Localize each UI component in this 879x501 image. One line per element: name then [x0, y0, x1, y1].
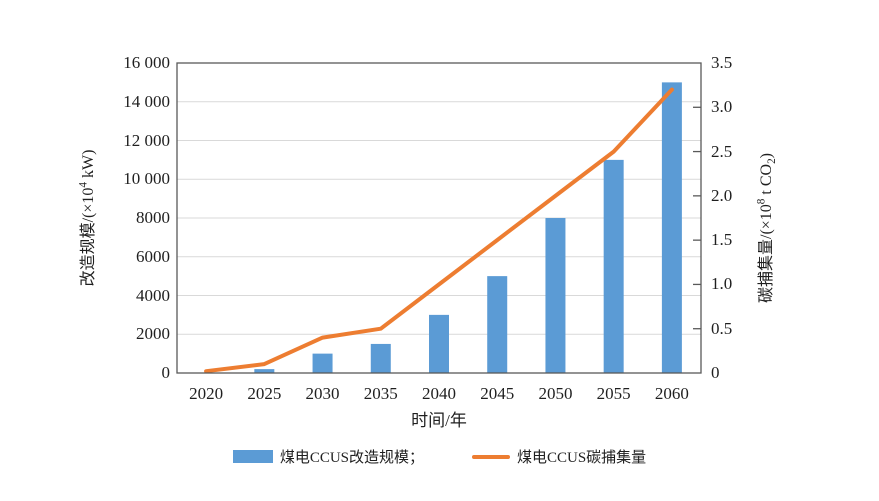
right-axis-title-unit: t CO	[757, 163, 775, 199]
bar-2045	[487, 276, 508, 373]
right-axis-title: 碳捕集量/(×108 t CO2)	[752, 153, 779, 303]
x-tick-label-2060: 2060	[654, 384, 689, 403]
legend-item-carbon-capture: 煤电CCUS碳捕集量	[472, 446, 646, 467]
bar-2060	[661, 82, 682, 373]
bar-2025	[254, 369, 275, 373]
right-axis-title-sup: 8	[755, 198, 768, 205]
legend-line-swatch	[472, 454, 510, 459]
left-tick-label-10000: 10 000	[123, 169, 170, 189]
x-tick-label-2020: 2020	[189, 384, 224, 403]
plot-area	[176, 62, 702, 374]
left-axis-title-text: 改造规模/(×10	[80, 187, 97, 287]
legend-bar-swatch	[232, 450, 273, 463]
right-tick-label-2.5: 2.5	[711, 141, 733, 161]
plot-frame	[176, 62, 702, 374]
left-tick-label-14000: 14 000	[123, 91, 170, 111]
right-tick-label-1.0: 1.0	[711, 274, 733, 294]
left-tick-label-4000: 4000	[136, 285, 170, 305]
right-axis-title-sub: 2	[766, 158, 779, 164]
bar-2040	[429, 314, 449, 373]
legend-item-retrofit-scale: 煤电CCUS改造规模；	[232, 446, 424, 467]
x-tick-label-2035: 2035	[363, 384, 398, 403]
right-tick-label-2.0: 2.0	[711, 185, 733, 205]
carbon-capture-line	[204, 87, 674, 374]
right-tick-label-0: 0	[711, 363, 720, 382]
bar-2035	[370, 343, 391, 373]
right-axis-title-text: 碳捕集量/(×10	[757, 204, 775, 303]
legend-label-retrofit-scale: 煤电CCUS改造规模；	[279, 450, 424, 466]
bar-2030	[312, 353, 333, 373]
right-axis-title-close: )	[757, 153, 775, 159]
bar-2050	[545, 218, 566, 373]
left-tick-label-2000: 2000	[136, 324, 170, 344]
x-tick-label-2045: 2045	[480, 384, 515, 403]
x-tick-label-2040: 2040	[422, 384, 456, 403]
right-tick-label-1.5: 1.5	[711, 230, 733, 250]
right-tick-label-0.5: 0.5	[711, 318, 733, 338]
right-tick-label-3.0: 3.0	[711, 97, 733, 117]
bar-2055	[603, 159, 624, 373]
left-tick-label-0: 0	[161, 363, 171, 382]
legend: 煤电CCUS改造规模； 煤电CCUS碳捕集量	[0, 446, 879, 467]
x-tick-label-2055: 2055	[596, 384, 631, 403]
left-tick-label-6000: 6000	[136, 246, 170, 266]
x-tick-label-2030: 2030	[305, 384, 340, 403]
x-axis-title: 时间/年	[411, 411, 467, 430]
legend-label-carbon-capture: 煤电CCUS碳捕集量	[517, 450, 647, 466]
left-tick-label-8000: 8000	[136, 208, 170, 227]
plot-svg	[176, 62, 702, 374]
x-tick-label-2025: 2025	[247, 384, 282, 403]
left-tick-label-16000: 16 000	[123, 53, 170, 72]
x-tick-label-2050: 2050	[538, 384, 573, 403]
right-tick-label-3.5: 3.5	[711, 53, 733, 72]
left-tick-label-12000: 12 000	[123, 130, 170, 150]
